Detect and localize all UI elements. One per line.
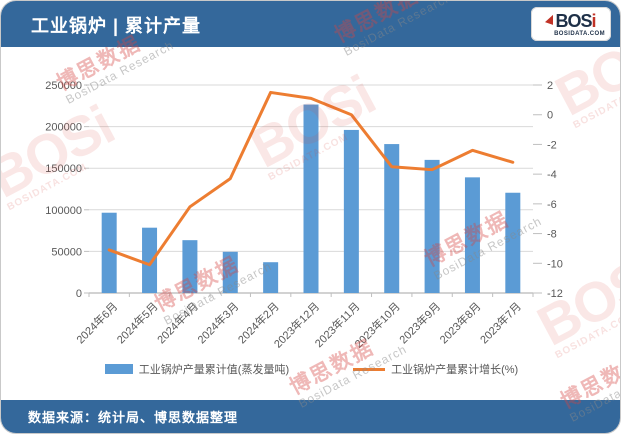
bar-2024年6月 [101,212,117,293]
right-axis-tick-label: 0 [547,110,553,122]
legend-label-line: 工业锅炉产量累计增长(%) [391,364,519,376]
left-axis-tick-label: 200000 [45,122,82,134]
logo-domain: BOSIDATA.COM [554,30,605,37]
left-axis-tick-label: 0 [76,288,82,300]
x-axis-label-2024年5月: 2024年5月 [114,299,161,346]
logo-text: BOS i [545,10,597,31]
left-axis-tick-label: 150000 [45,163,82,175]
bar-2023年11月 [343,129,359,293]
header-bar: 工业锅炉 | 累计产量 BOS i BOSIDATA.COM [1,1,620,47]
x-axis-label-2024年3月: 2024年3月 [194,299,241,346]
bar-2023年8月 [464,177,480,293]
left-axis-tick-label: 50000 [51,246,82,258]
bar-2024年3月 [222,251,238,293]
x-axis-label-2024年6月: 2024年6月 [73,299,120,346]
legend-swatch-line [353,367,386,371]
legend-item-line: 工业锅炉产量累计增长(%) [353,361,518,377]
x-axis-label-2023年7月: 2023年7月 [477,299,524,346]
logo-accent-text: i [591,10,597,31]
legend-label-bars: 工业锅炉产量累计值(蒸发量吨) [138,364,290,376]
right-axis-tick-label: -4 [547,169,557,181]
x-axis-label-2023年8月: 2023年8月 [436,299,483,346]
page-title: 工业锅炉 | 累计产量 [31,16,202,36]
growth-line [107,90,515,267]
bar-2024年5月 [142,227,158,293]
x-axis-label-2024年4月: 2024年4月 [154,299,201,346]
bar-2024年2月 [263,262,279,293]
bar-2023年12月 [303,104,319,293]
left-axis-tick-label: 250000 [45,80,82,92]
legend-swatch-bar [104,364,133,374]
bar-2023年10月 [384,144,400,293]
bar-2023年9月 [424,159,440,293]
chart-area: 0 50000 100000 150000 200000 250000 2 0 -2 -4 -6 -8… [1,47,620,401]
right-axis-tick-label: -10 [547,258,563,270]
bar-2024年4月 [182,240,198,293]
logo-main-text: BOS [555,10,592,31]
footer-bar: 数据来源：统计局、博思数据整理 [1,400,620,433]
logo-triangle-icon [545,14,554,27]
left-axis-tick-label: 100000 [45,205,82,217]
legend-item-bars: 工业锅炉产量累计值(蒸发量吨) [104,361,290,377]
right-axis-tick-label: -2 [547,139,557,151]
right-axis-tick-label: 2 [547,80,553,92]
legend: 工业锅炉产量累计值(蒸发量吨) 工业锅炉产量累计增长(%) [1,361,620,377]
boiler-output-chart: 0 50000 100000 150000 200000 250000 2 0 -2 -4 -6 -8… [45,80,563,351]
data-source: 数据来源：统计局、博思数据整理 [28,410,239,425]
right-axis-tick-label: -8 [547,229,557,241]
bosidata-logo: BOS i BOSIDATA.COM [531,7,611,41]
right-axis-tick-label: -6 [547,199,557,211]
x-axis-label-2023年9月: 2023年9月 [396,299,443,346]
right-axis-tick-label: -12 [547,288,563,300]
bar-2023年7月 [505,192,521,293]
